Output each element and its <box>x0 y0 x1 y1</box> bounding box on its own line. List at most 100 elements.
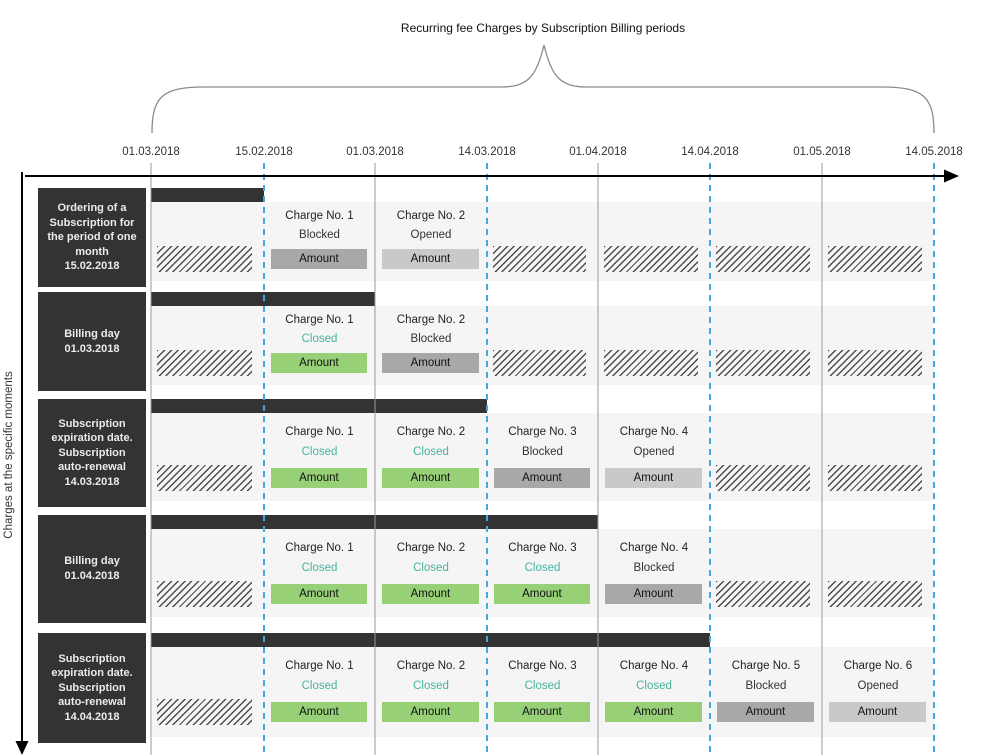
charge-cell: Charge No. 1 Closed Amount <box>264 306 375 385</box>
charge-title: Charge No. 4 <box>619 542 689 554</box>
charge-cell: Charge No. 1 Closed Amount <box>264 529 375 617</box>
axis-date-label: 01.03.2018 <box>122 146 180 158</box>
charge-cell: Charge No. 2 Blocked Amount <box>375 306 487 385</box>
row-label-box: Ordering of a Subscription for the perio… <box>38 188 146 287</box>
hatched-period <box>716 465 810 491</box>
row-label-box: Billing day 01.04.2018 <box>38 515 146 623</box>
timeline-row: Subscription expiration date. Subscripti… <box>0 633 986 743</box>
hatched-period <box>828 465 922 491</box>
charge-status: Closed <box>413 562 449 574</box>
charge-status: Closed <box>524 680 561 692</box>
charge-cell: Charge No. 2 Closed Amount <box>375 529 487 617</box>
charge-status: Closed <box>636 680 672 692</box>
charge-cell: Charge No. 1 Closed Amount <box>264 413 375 501</box>
inactive-period-cell <box>822 413 934 501</box>
hatched-period <box>716 350 810 376</box>
amount-button: Amount <box>270 468 368 488</box>
hatched-period <box>604 350 698 376</box>
charge-status: Blocked <box>410 333 452 345</box>
inactive-period-cell <box>487 306 598 385</box>
amount-button: Amount <box>716 702 815 722</box>
charge-title: Charge No. 1 <box>285 660 354 672</box>
amount-button: Amount <box>381 702 480 722</box>
charge-status: Closed <box>301 333 338 345</box>
charge-title: Charge No. 3 <box>508 426 577 438</box>
diagram-title: Recurring fee Charges by Subscription Bi… <box>400 21 686 35</box>
charge-cell: Charge No. 4 Closed Amount <box>598 647 710 737</box>
brace-shape <box>151 44 935 134</box>
charge-status: Closed <box>413 680 449 692</box>
inactive-period-cell <box>151 413 264 501</box>
hatched-period <box>828 350 922 376</box>
charge-title: Charge No. 2 <box>396 426 466 438</box>
elapsed-time-bar <box>151 633 710 647</box>
charge-title: Charge No. 1 <box>285 426 354 438</box>
amount-button: Amount <box>493 584 591 604</box>
inactive-period-cell <box>151 202 264 281</box>
charge-cell: Charge No. 4 Opened Amount <box>598 413 710 501</box>
inactive-period-cell <box>598 306 710 385</box>
charge-cell: Charge No. 3 Closed Amount <box>487 647 598 737</box>
charge-cell: Charge No. 2 Closed Amount <box>375 413 487 501</box>
charge-cell: Charge No. 2 Opened Amount <box>375 202 487 281</box>
timeline-row: Ordering of a Subscription for the perio… <box>0 188 986 287</box>
charge-title: Charge No. 6 <box>843 660 913 672</box>
inactive-period-cell <box>822 306 934 385</box>
charge-cell: Charge No. 1 Blocked Amount <box>264 202 375 281</box>
timeline-row: Billing day 01.04.2018 Charge No. 1 Closed… <box>0 515 986 623</box>
inactive-period-cell <box>151 306 264 385</box>
amount-button: Amount <box>270 353 368 373</box>
amount-button: Amount <box>381 249 480 269</box>
hatched-period <box>157 699 252 725</box>
charge-status: Closed <box>301 562 338 574</box>
row-label-box: Billing day 01.03.2018 <box>38 292 146 391</box>
hatched-period <box>716 246 810 272</box>
amount-button: Amount <box>604 584 703 604</box>
timeline-axis-arrow-icon <box>944 169 959 183</box>
inactive-period-cell <box>151 647 264 737</box>
inactive-period-cell <box>710 413 822 501</box>
elapsed-time-bar <box>151 399 487 413</box>
inactive-period-cell <box>710 306 822 385</box>
charge-cell: Charge No. 4 Blocked Amount <box>598 529 710 617</box>
charge-status: Blocked <box>299 229 340 241</box>
charge-status: Blocked <box>522 446 563 458</box>
charge-cell: Charge No. 3 Blocked Amount <box>487 413 598 501</box>
hatched-period <box>493 246 586 272</box>
amount-button: Amount <box>381 468 480 488</box>
elapsed-time-bar <box>151 515 598 529</box>
row-label-box: Subscription expiration date. Subscripti… <box>38 633 146 743</box>
inactive-period-cell <box>710 202 822 281</box>
row-strip: Charge No. 1 Closed Amount Charge No. 2 Bloc… <box>151 306 934 385</box>
charge-status: Opened <box>857 680 899 692</box>
elapsed-time-bar <box>151 292 375 306</box>
charge-status: Closed <box>301 446 338 458</box>
charge-status: Opened <box>633 446 675 458</box>
charge-status: Closed <box>301 680 338 692</box>
charge-title: Charge No. 1 <box>285 314 354 326</box>
inactive-period-cell <box>822 202 934 281</box>
hatched-period <box>716 581 810 607</box>
charge-status: Blocked <box>745 680 787 692</box>
amount-button: Amount <box>493 468 591 488</box>
charge-title: Charge No. 1 <box>285 542 354 554</box>
charge-cell: Charge No. 1 Closed Amount <box>264 647 375 737</box>
charge-title: Charge No. 4 <box>619 660 689 672</box>
axis-date-label: 14.04.2018 <box>681 146 739 158</box>
charge-status: Closed <box>524 562 561 574</box>
inactive-period-cell <box>710 529 822 617</box>
charge-title: Charge No. 3 <box>508 542 577 554</box>
amount-button: Amount <box>381 353 480 373</box>
charge-title: Charge No. 5 <box>731 660 801 672</box>
charge-status: Opened <box>410 229 452 241</box>
hatched-period <box>157 246 252 272</box>
amount-button: Amount <box>828 702 927 722</box>
charge-title: Charge No. 2 <box>396 314 466 326</box>
timeline-row: Billing day 01.03.2018 Charge No. 1 Closed… <box>0 292 986 391</box>
charge-cell: Charge No. 2 Closed Amount <box>375 647 487 737</box>
charge-title: Charge No. 3 <box>508 660 577 672</box>
hatched-period <box>157 350 252 376</box>
charge-title: Charge No. 2 <box>396 660 466 672</box>
amount-button: Amount <box>270 702 368 722</box>
